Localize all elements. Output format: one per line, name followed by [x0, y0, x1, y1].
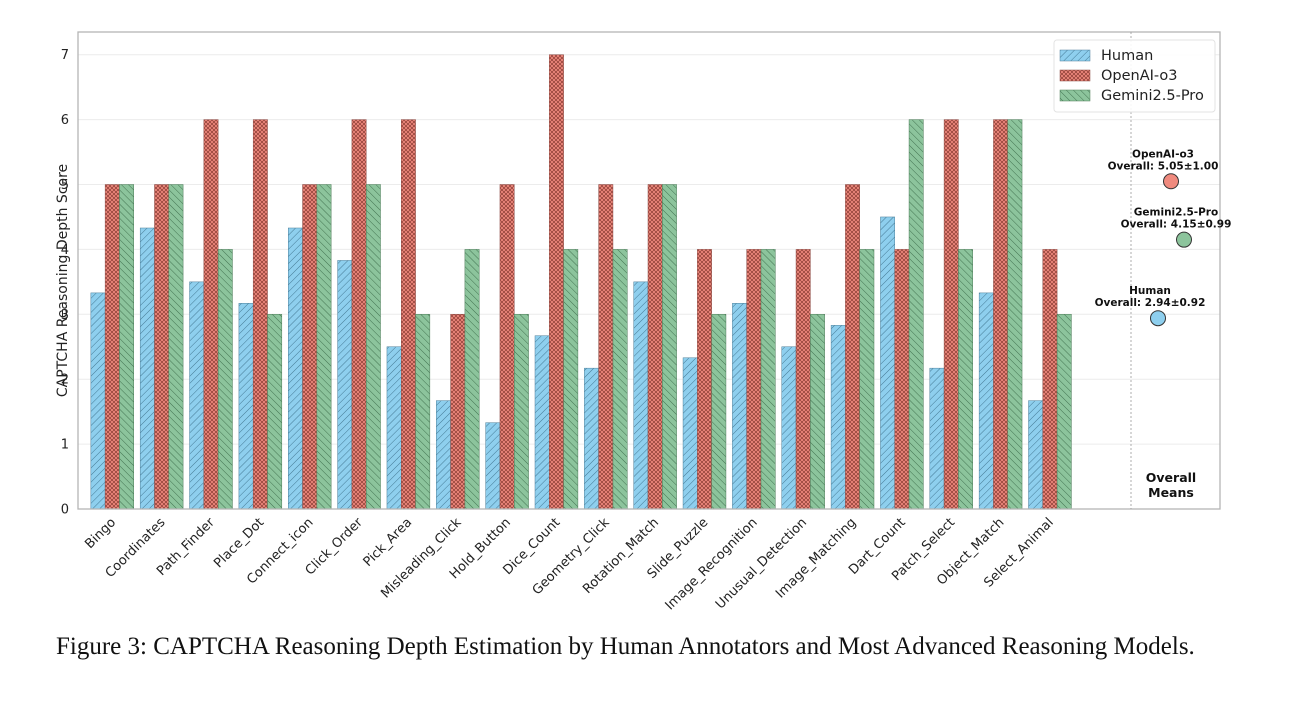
bar-human-path-finder	[189, 281, 205, 510]
bar-human-pick-area	[386, 346, 402, 510]
y-tick-label: 7	[61, 48, 69, 63]
legend: Human OpenAI-o3 Gemini2.5-Pro	[1053, 39, 1216, 113]
bar-openai-o3-hold-button	[499, 184, 515, 510]
legend-swatch	[1059, 69, 1091, 82]
bar-gemini2-5-pro-unusual-detection	[810, 314, 825, 510]
x-tick-label: Bingo	[82, 515, 119, 552]
bar-openai-o3-pick-area	[401, 119, 416, 510]
bar-openai-o3-place-dot	[252, 119, 268, 510]
y-tick-label: 3	[61, 308, 69, 323]
bar-gemini2-5-pro-place-dot	[267, 314, 283, 510]
overall-annotation-value: Overall: 2.94±0.92	[1095, 297, 1206, 309]
y-tick-label: 5	[61, 178, 69, 193]
bar-openai-o3-dart-count	[894, 249, 910, 510]
bar-openai-o3-coordinates	[154, 184, 170, 510]
bar-gemini2-5-pro-object-match	[1007, 119, 1023, 510]
bar-human-dice-count	[534, 335, 550, 510]
bar-human-object-match	[978, 292, 994, 510]
bars	[90, 54, 1072, 510]
x-ticks: BingoCoordinatesPath_FinderPlace_DotConn…	[82, 515, 1056, 614]
axes	[77, 31, 1221, 510]
bar-openai-o3-slide-puzzle	[697, 249, 712, 510]
overall-annotation-value: Overall: 5.05±1.00	[1108, 160, 1219, 172]
bar-openai-o3-image-matching	[845, 184, 860, 510]
bar-human-misleading-click	[436, 400, 451, 510]
bar-gemini2-5-pro-slide-puzzle	[711, 314, 727, 510]
bar-human-select-animal	[1028, 400, 1044, 510]
bar-openai-o3-dice-count	[549, 54, 564, 510]
x-tick-label: Unusual_Detection	[713, 515, 810, 612]
overall-annotation-value: Overall: 4.15±0.99	[1121, 219, 1232, 231]
legend-label: Human	[1101, 48, 1153, 64]
bar-gemini2-5-pro-geometry-click	[612, 249, 628, 510]
bar-human-image-recognition	[732, 303, 747, 510]
bar-openai-o3-image-recognition	[746, 249, 762, 510]
bar-openai-o3-click-order	[351, 119, 367, 510]
bar-gemini2-5-pro-pick-area	[415, 314, 431, 510]
bar-human-coordinates	[139, 227, 155, 510]
bar-openai-o3-unusual-detection	[795, 249, 811, 510]
bar-openai-o3-connect-icon	[302, 184, 318, 510]
bar-human-patch-select	[929, 367, 945, 510]
bar-openai-o3-patch-select	[943, 119, 959, 510]
bar-gemini2-5-pro-image-matching	[859, 249, 875, 510]
bar-human-place-dot	[238, 303, 254, 510]
overall-mean-point-openai-o3	[1163, 173, 1179, 190]
bar-gemini2-5-pro-path-finder	[217, 249, 233, 510]
bar-gemini2-5-pro-misleading-click	[464, 249, 480, 510]
legend-swatch	[1059, 89, 1091, 102]
plot-frame	[77, 31, 1221, 510]
bar-gemini2-5-pro-click-order	[365, 184, 381, 510]
bar-human-bingo	[90, 292, 106, 510]
bar-gemini2-5-pro-connect-icon	[316, 184, 332, 510]
bar-openai-o3-rotation-match	[647, 184, 663, 510]
overall-annotation-title: OpenAI-o3	[1132, 148, 1194, 160]
legend-label: Gemini2.5-Pro	[1101, 88, 1204, 104]
bar-openai-o3-path-finder	[203, 119, 219, 510]
bar-gemini2-5-pro-dice-count	[563, 249, 579, 510]
bar-human-slide-puzzle	[682, 357, 698, 510]
y-tick-label: 6	[61, 113, 69, 128]
overall-mean-point-gemini2-5-pro	[1176, 231, 1192, 248]
bar-human-dart-count	[880, 216, 896, 510]
y-tick-label: 4	[61, 243, 69, 258]
bar-openai-o3-select-animal	[1042, 249, 1058, 510]
bar-human-hold-button	[485, 422, 501, 510]
figure-caption: Figure 3: CAPTCHA Reasoning Depth Estima…	[56, 633, 1195, 660]
bar-human-click-order	[337, 260, 353, 510]
bar-human-connect-icon	[288, 227, 303, 510]
overall-annotation-title: Gemini2.5-Pro	[1134, 207, 1218, 219]
overall-means-label: Means	[1148, 485, 1194, 500]
bar-human-unusual-detection	[781, 346, 797, 510]
legend-swatch	[1059, 49, 1091, 62]
legend-box	[1053, 39, 1216, 113]
bar-human-image-matching	[830, 325, 846, 510]
y-tick-label: 0	[61, 503, 69, 518]
bar-gemini2-5-pro-bingo	[119, 184, 134, 510]
overall-annotation-title: Human	[1129, 285, 1171, 297]
bar-openai-o3-misleading-click	[450, 314, 466, 510]
bar-human-rotation-match	[633, 281, 649, 510]
bar-gemini2-5-pro-patch-select	[958, 249, 973, 510]
bar-gemini2-5-pro-hold-button	[514, 314, 529, 510]
x-tick-label: Image_Recognition	[663, 515, 761, 613]
y-axis-title: CAPTCHA Reasoning Depth Score	[55, 164, 71, 397]
y-tick-label: 1	[61, 438, 69, 453]
bar-gemini2-5-pro-dart-count	[908, 119, 924, 510]
overall-means-label: Overall	[1146, 470, 1196, 485]
bar-openai-o3-object-match	[993, 119, 1009, 510]
y-ticks: 0 1 2 3 4 5 6 7	[61, 48, 69, 517]
y-tick-label: 2	[61, 373, 69, 388]
legend-label: OpenAI-o3	[1101, 68, 1178, 84]
bar-gemini2-5-pro-select-animal	[1056, 314, 1072, 510]
bar-gemini2-5-pro-coordinates	[168, 184, 184, 510]
bar-openai-o3-bingo	[104, 184, 120, 510]
bar-openai-o3-geometry-click	[598, 184, 614, 510]
overall-mean-point-human	[1150, 310, 1166, 327]
bar-gemini2-5-pro-rotation-match	[662, 184, 677, 510]
bar-chart: 0 1 2 3 4 5 6 7 BingoCoordinatesPath_FinderPlac…	[55, 31, 1232, 614]
bar-human-geometry-click	[584, 367, 599, 510]
bar-gemini2-5-pro-image-recognition	[760, 249, 776, 510]
